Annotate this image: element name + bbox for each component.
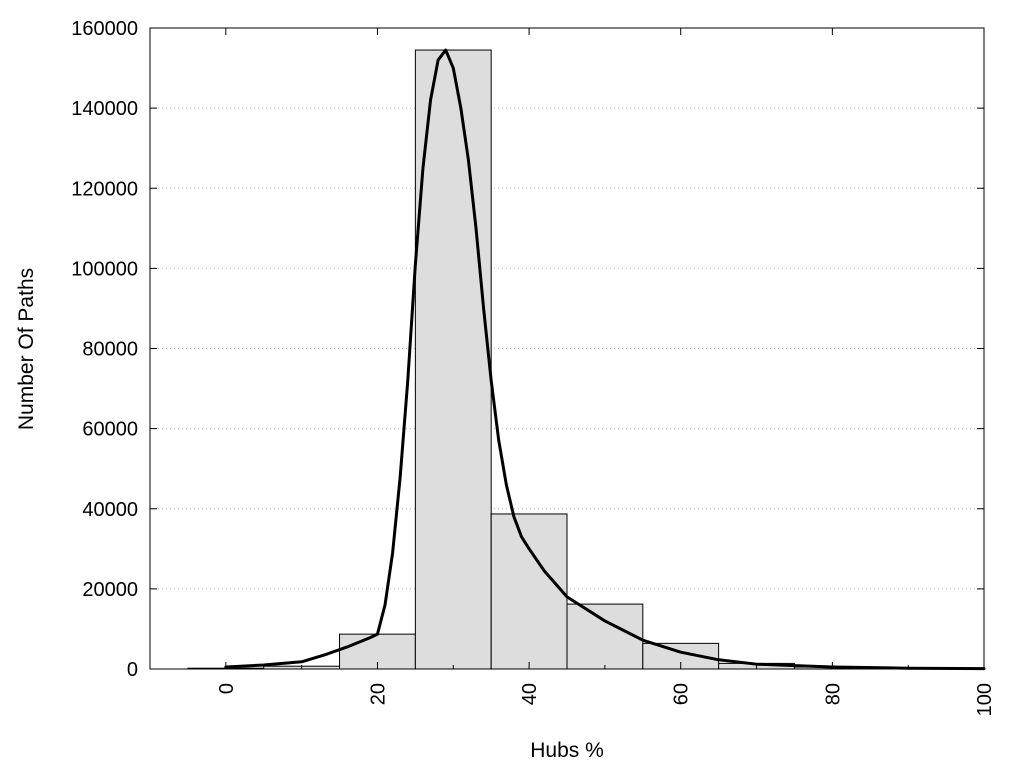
tick-layer: 0 20000 40000 60000 80000 100000 120000 140000 1… bbox=[71, 18, 996, 716]
histogram-bar bbox=[490, 513, 568, 670]
y-tick-label: 80000 bbox=[82, 339, 138, 361]
y-tick-label: 20000 bbox=[82, 579, 138, 601]
y-tick-label: 40000 bbox=[82, 499, 138, 521]
bar-layer bbox=[187, 49, 947, 670]
y-tick-label: 100000 bbox=[71, 258, 138, 280]
histogram-bar bbox=[566, 603, 644, 670]
y-tick-label: 140000 bbox=[71, 98, 138, 120]
x-tick-label: 20 bbox=[367, 683, 389, 705]
histogram-bar bbox=[414, 49, 492, 670]
x-tick-label: 0 bbox=[216, 683, 238, 694]
x-tick-label: 60 bbox=[671, 683, 693, 705]
x-tick-label: 80 bbox=[822, 683, 844, 705]
fit-curve-line bbox=[224, 48, 986, 671]
x-tick-label: 100 bbox=[974, 683, 996, 716]
y-tick-label: 120000 bbox=[71, 178, 138, 200]
y-axis-label: Number Of Paths bbox=[15, 268, 38, 430]
y-tick-label: 0 bbox=[127, 659, 138, 681]
curve-layer bbox=[224, 48, 986, 671]
x-axis-label: Hubs % bbox=[530, 739, 604, 762]
y-tick-label: 60000 bbox=[82, 419, 138, 441]
x-tick-label: 40 bbox=[519, 683, 541, 705]
y-tick-label: 160000 bbox=[71, 18, 138, 40]
